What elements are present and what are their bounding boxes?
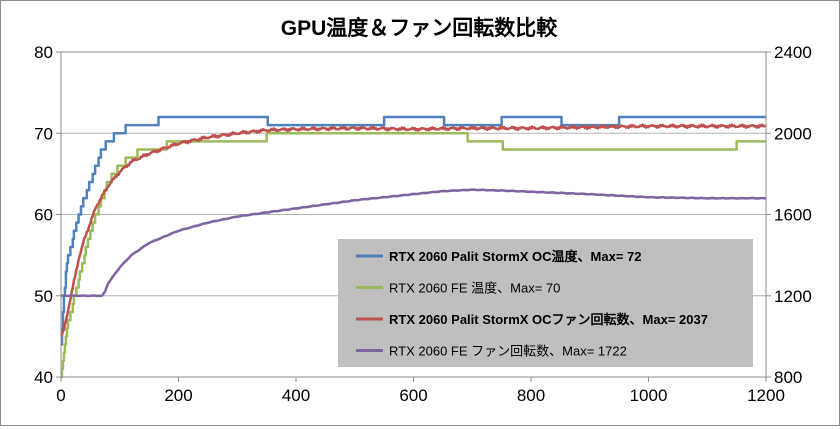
legend-label-fe-fan: RTX 2060 FE ファン回転数、Max= 1722 [389,344,627,359]
y-axis-right-ticks: 800 1200 1600 2000 2400 [766,43,812,387]
x-tick-label: 1200 [747,386,785,405]
series-line-palit-temp [60,115,767,346]
y-tick-label: 40 [34,368,53,387]
x-tick-label: 200 [164,386,192,405]
x-tick-label: 400 [282,386,310,405]
y-tick-label: 80 [34,43,53,62]
legend-label-fe-temp: RTX 2060 FE 温度、Max= 70 [389,281,560,296]
x-axis-ticks: 0 200 400 600 800 1000 1200 [56,377,785,405]
y-tick-label: 60 [34,206,53,225]
y2-tick-label: 1200 [774,287,812,306]
y-tick-label: 70 [34,124,53,143]
series-layer [60,115,767,379]
legend-background [338,239,753,367]
y2-tick-label: 2000 [774,124,812,143]
y2-tick-label: 800 [774,368,802,387]
series-line-fe-temp [60,132,767,379]
legend-label-palit-temp: RTX 2060 Palit StormX OC温度、Max= 72 [389,249,642,264]
x-tick-label: 1000 [630,386,668,405]
x-tick-label: 800 [517,386,545,405]
y-axis-left-ticks: 40 50 60 70 80 [34,43,61,387]
y2-tick-label: 1600 [774,206,812,225]
y2-tick-label: 2400 [774,43,812,62]
x-tick-label: 600 [399,386,427,405]
chart-title: GPU温度＆ファン回転数比較 [281,16,559,40]
series-line-palit-fan [60,123,767,337]
x-tick-label: 0 [56,386,65,405]
series-line-fe-fan [60,188,767,298]
y-tick-label: 50 [34,287,53,306]
legend-label-palit-fan: RTX 2060 Palit StormX OCファン回転数、Max= 2037 [389,312,708,327]
legend: RTX 2060 Palit StormX OC温度、Max= 72 RTX 20… [338,239,753,367]
